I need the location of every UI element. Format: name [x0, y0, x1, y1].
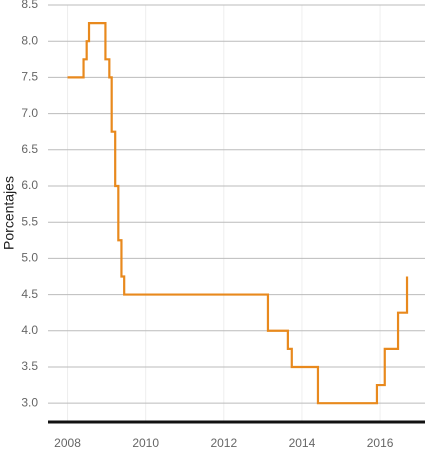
y-tick-label: 7.5	[21, 70, 38, 84]
rate-line	[67, 21, 409, 405]
x-tick-label: 2016	[367, 436, 394, 450]
y-tick-label: 8.0	[21, 33, 38, 47]
y-tick-label: 5.5	[21, 214, 38, 228]
y-axis-label: Porcentajes	[1, 176, 17, 250]
y-tick-label: 8.5	[21, 0, 38, 11]
y-tick-label: 4.5	[21, 287, 38, 301]
x-tick-label: 2014	[289, 436, 316, 450]
x-tick-label: 2008	[54, 436, 81, 450]
y-tick-label: 6.5	[21, 142, 38, 156]
y-tick-label: 3.5	[21, 359, 38, 373]
y-tick-label: 7.0	[21, 106, 38, 120]
y-tick-label: 3.0	[21, 395, 38, 409]
y-tick-label: 4.0	[21, 323, 38, 337]
x-tick-label: 2010	[132, 436, 159, 450]
y-tick-label: 6.0	[21, 178, 38, 192]
x-tick-label: 2012	[210, 436, 237, 450]
y-tick-label: 5.0	[21, 251, 38, 265]
